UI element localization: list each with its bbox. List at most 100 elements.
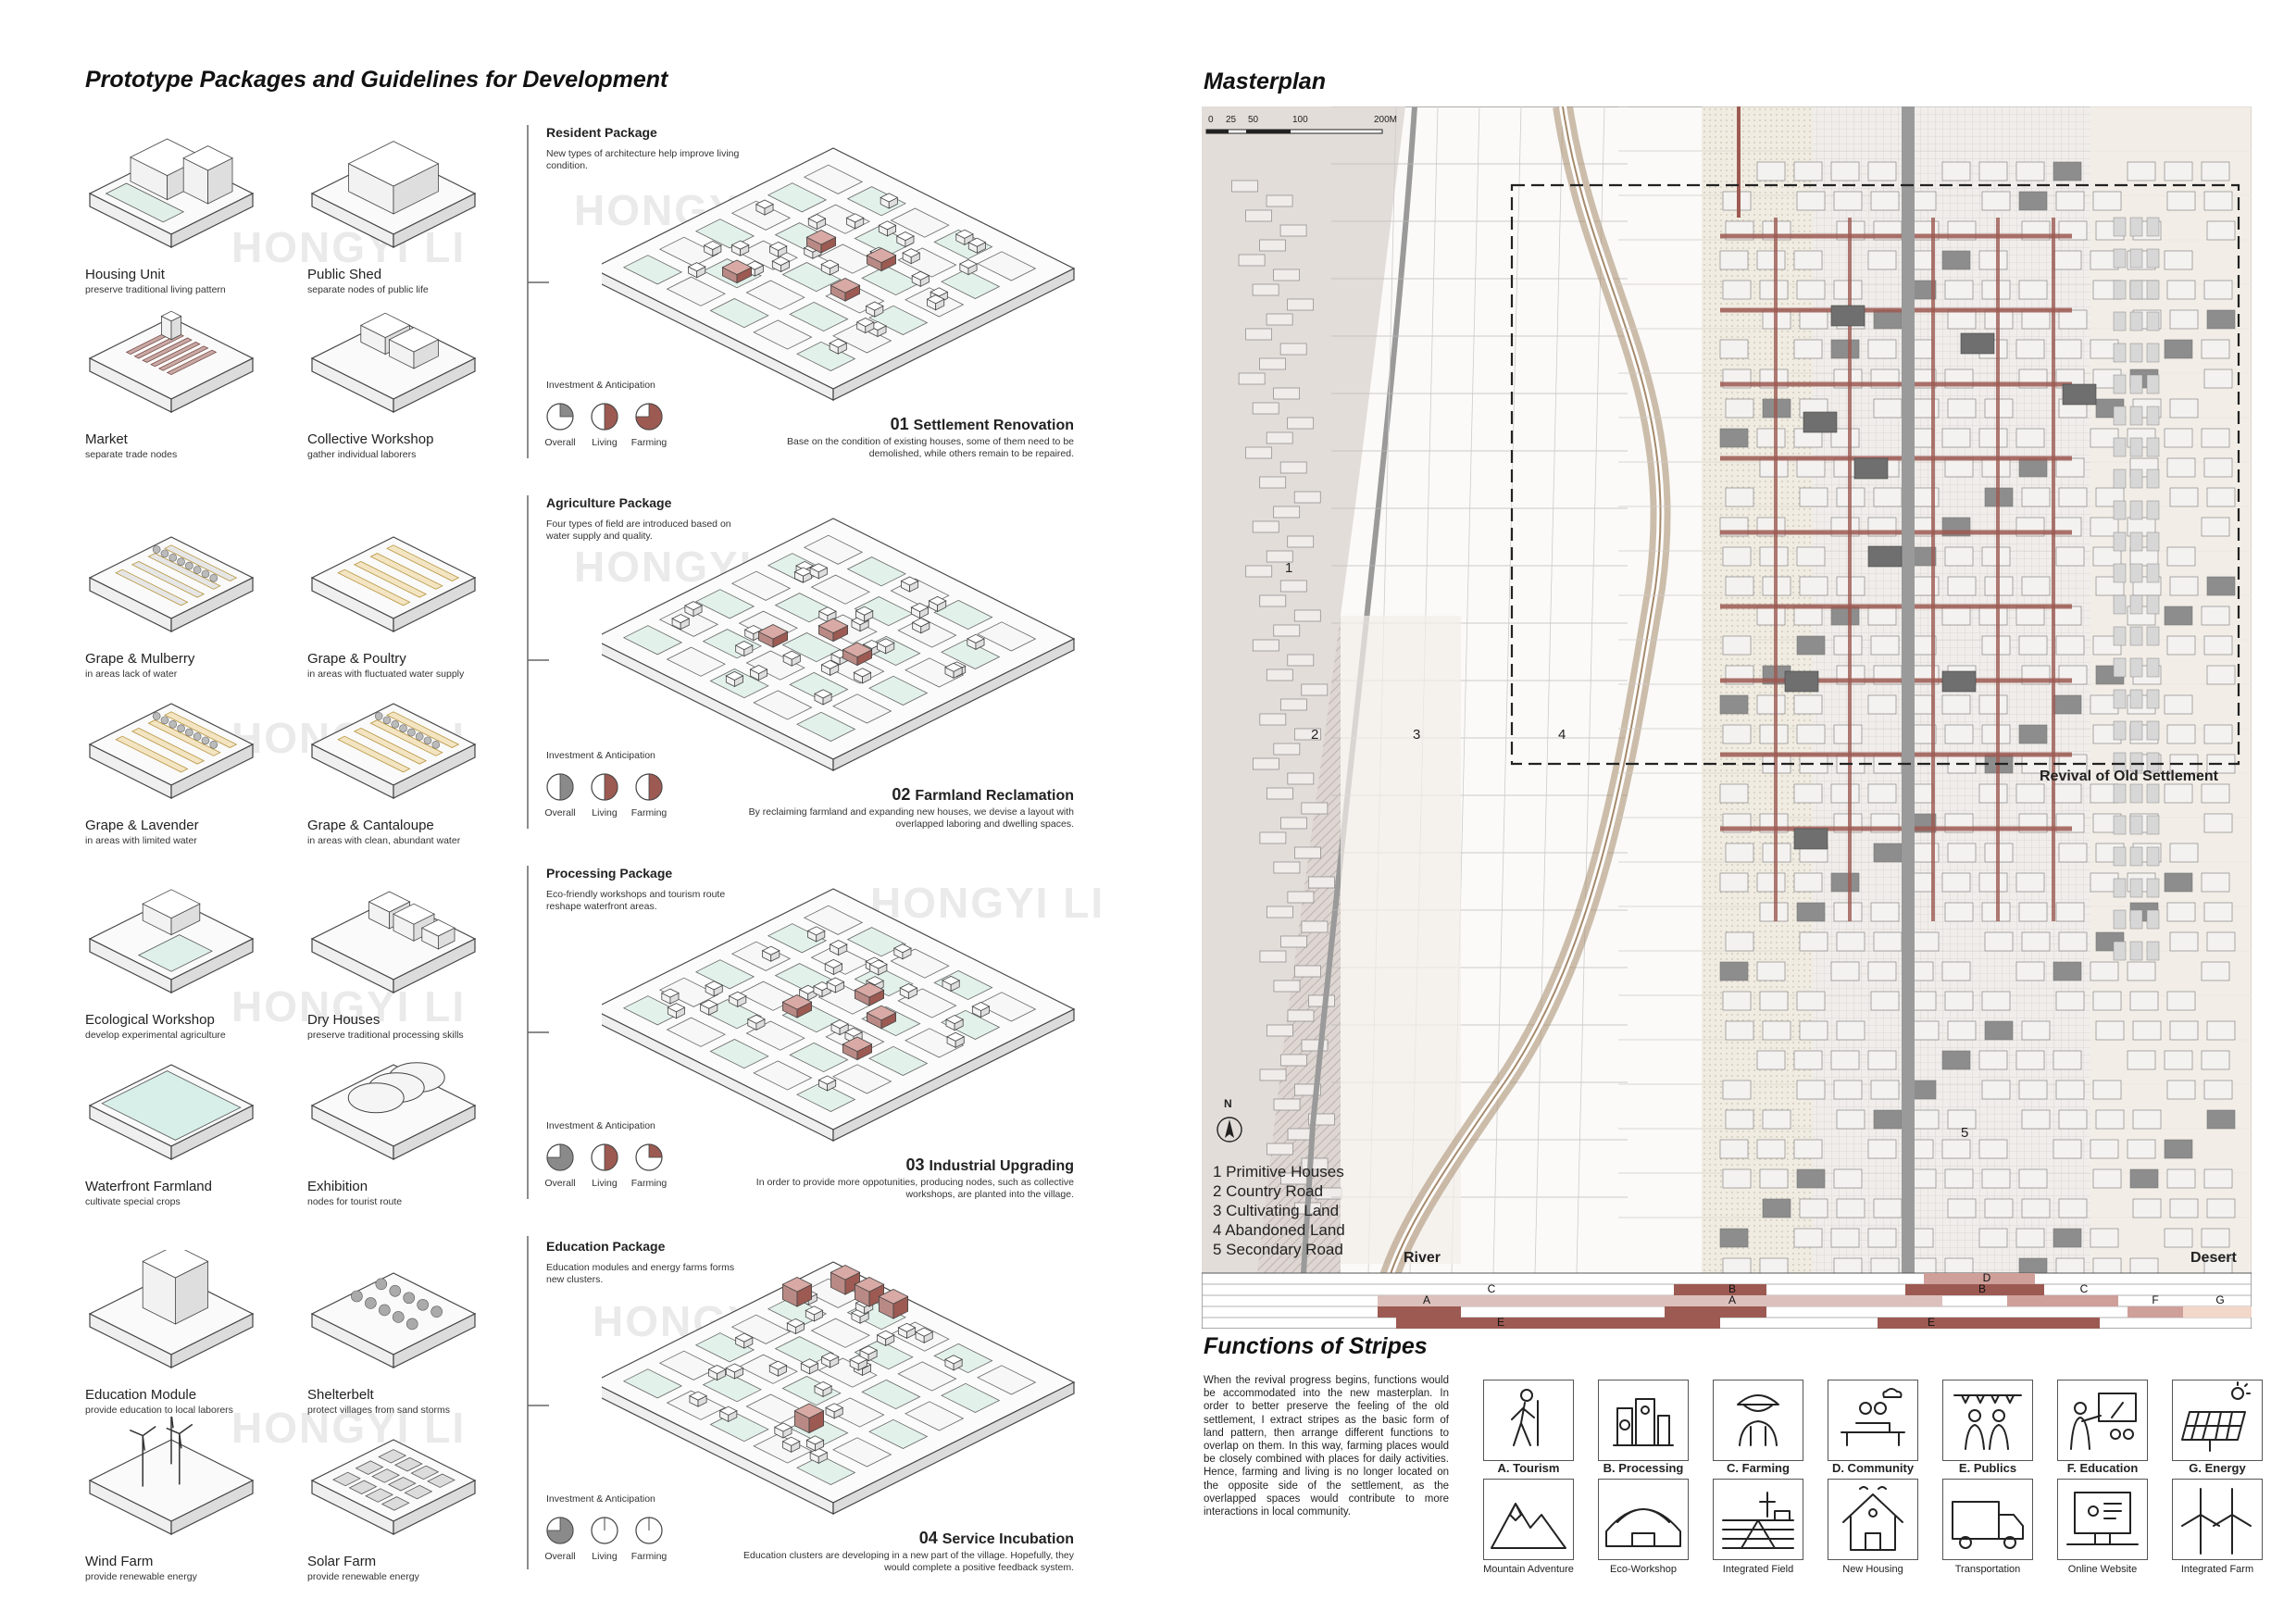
function-label: D. Community [1831, 1461, 1915, 1475]
package-number: 04 [918, 1529, 942, 1547]
prototype-illustration [88, 138, 255, 248]
revival-boundary [1510, 183, 2240, 766]
pie-overall [546, 403, 574, 431]
pie-living [591, 1143, 618, 1171]
pie-chart [589, 1142, 620, 1178]
prototype-name: Grape & Mulberry [85, 651, 195, 667]
prototype-name: Education Module [85, 1387, 197, 1403]
prototype-solar-farm: Solar Farm provide renewable energy [307, 1417, 502, 1582]
north-label: N [1224, 1097, 1232, 1110]
prototype-name: Waterfront Farmland [85, 1179, 212, 1194]
function-label: E. Publics [1958, 1461, 2017, 1475]
package-heading-text: Industrial Upgrading [929, 1158, 1074, 1174]
greenhouse-icon-graphic [1605, 1508, 1681, 1547]
hiker-icon-graphic [1511, 1389, 1539, 1446]
stripe-bar [1924, 1273, 2035, 1284]
pie-label: Overall [544, 1178, 576, 1189]
mountain-icon [1483, 1479, 1574, 1560]
prototype-name: Housing Unit [85, 267, 165, 282]
mountain-icon-graphic [1491, 1503, 1566, 1549]
package-description: Eco-friendly workshops and tourism route… [546, 889, 726, 912]
prototype-illustration [88, 1403, 255, 1535]
prototype-illustration [310, 891, 477, 993]
prototype-description: gather individual laborers [307, 449, 417, 460]
prototype-description: protect villages from sand storms [307, 1405, 451, 1416]
package-heading-text: Farmland Reclamation [915, 788, 1074, 804]
zone-number: 1 [1285, 560, 1293, 576]
legend-item: 2 Country Road [1213, 1182, 1324, 1200]
pie-chart [544, 401, 576, 437]
investment-label: Investment & Anticipation [546, 1120, 655, 1131]
pie-label: Overall [544, 807, 576, 818]
prototype-grape-mulberry: Grape & Mulberry in areas lack of water [85, 514, 280, 680]
stripe-letter: C [2079, 1282, 2089, 1295]
stripe-bar [1378, 1295, 1942, 1306]
package-diagram [591, 1253, 1120, 1544]
package-heading: 04 Service Incubation [796, 1529, 1074, 1548]
package-heading-text: Service Incubation [942, 1531, 1074, 1547]
package-illustration [591, 147, 1076, 401]
prototype-ecological-workshop: Ecological Workshop develop experimental … [85, 875, 280, 1041]
prototype-illustration [310, 536, 477, 632]
function-label: B. Processing [1603, 1461, 1684, 1475]
prototype-description: preserve traditional living pattern [85, 284, 226, 295]
field-icon-graphic [1722, 1492, 1794, 1549]
prototype-name: Public Shed [307, 267, 382, 282]
prototype-name: Exhibition [307, 1179, 368, 1194]
scale-label: 200M [1374, 115, 1398, 125]
prototype-illustration [310, 703, 477, 799]
stripe-letter: B [1728, 1282, 1736, 1295]
pie-label: Overall [544, 437, 576, 448]
prototype-public-shed: Public Shed separate nodes of public life [307, 130, 502, 295]
truck-icon [1942, 1479, 2033, 1560]
farmer-icon [1713, 1380, 1803, 1461]
package-heading: 02 Farmland Reclamation [796, 785, 1074, 805]
function-sub-label: Transportation [1954, 1564, 2021, 1575]
function-sub-label: New Housing [1842, 1564, 1903, 1575]
package-title: Agriculture Package [546, 495, 672, 510]
stripe-bar [1878, 1318, 2100, 1329]
prototype-dry-houses: Dry Houses preserve traditional processin… [307, 875, 502, 1041]
stripe-letter: G [2215, 1293, 2225, 1306]
stripe-bar [2007, 1295, 2118, 1306]
stripe-bar [1378, 1306, 1461, 1318]
pie-chart [633, 1142, 665, 1178]
people-icon [1942, 1380, 2033, 1461]
zone-number: 2 [1311, 727, 1319, 743]
prototype-description: separate nodes of public life [307, 284, 429, 295]
pie-chart [544, 1515, 576, 1551]
pie-label: Farming [630, 807, 668, 818]
package-text: By reclaiming farmland and expanding new… [748, 806, 1074, 830]
people-icon-graphic [1953, 1394, 2022, 1450]
prototype-description: develop experimental agriculture [85, 1030, 226, 1041]
investment-label: Investment & Anticipation [546, 1493, 655, 1505]
solar-panel-icon-graphic [2181, 1381, 2251, 1452]
prototype-name: Ecological Workshop [85, 1012, 215, 1028]
zone-number: 4 [1558, 727, 1566, 743]
prototype-waterfront-farmland: Waterfront Farmland cultivate special cro… [85, 1042, 280, 1207]
function-sub-label: Mountain Adventure [1483, 1564, 1574, 1575]
package-description: Four types of field are introduced based… [546, 518, 731, 542]
zone-number: 5 [1961, 1125, 1969, 1141]
prototype-illustration [88, 889, 255, 993]
prototype-description: provide renewable energy [307, 1571, 419, 1582]
function-label: G. Energy [2189, 1461, 2246, 1475]
pie-overall [546, 1143, 574, 1171]
pie-label: Living [592, 437, 618, 448]
package-number: 01 [890, 415, 914, 433]
prototype-description: preserve traditional processing skills [307, 1030, 464, 1041]
greenhouse-icon [1598, 1479, 1689, 1560]
stripe-bar [2183, 1306, 2252, 1318]
pie-chart [633, 771, 665, 807]
function-sub-label: Online Website [2067, 1564, 2138, 1575]
pie-chart [544, 1142, 576, 1178]
stripe-bar [2128, 1306, 2183, 1318]
prototype-description: in areas lack of water [85, 668, 178, 680]
prototype-name: Wind Farm [85, 1554, 154, 1569]
prototype-illustration [310, 141, 477, 248]
prototype-illustration [88, 1244, 255, 1368]
prototype-name: Market [85, 431, 128, 447]
stripe-letter: E [1496, 1316, 1504, 1329]
function-label: A. Tourism [1497, 1461, 1560, 1475]
legend-item: 1 Primitive Houses [1213, 1163, 1344, 1181]
